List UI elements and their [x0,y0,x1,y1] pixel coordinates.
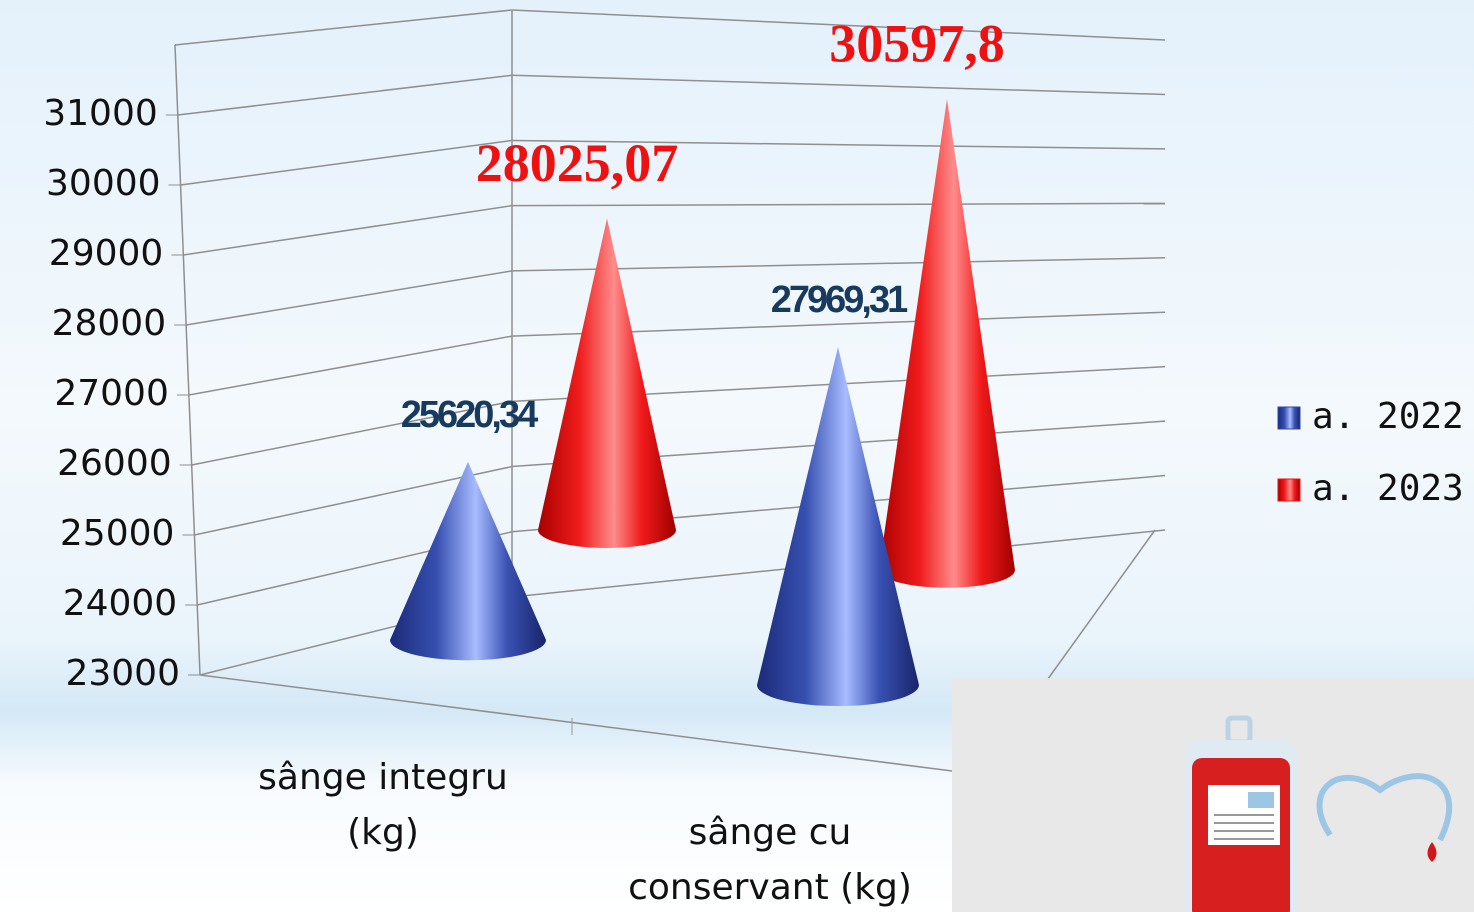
grid-line [511,139,1166,150]
decor-picture [952,678,1474,912]
grid-line [180,139,513,186]
grid-line [511,74,1166,96]
y-tick-label: 23000 [65,653,180,694]
legend-label: a. 2022 [1312,396,1464,437]
category-label: sânge cu conservant (kg) [628,812,912,908]
y-tick-label: 27000 [54,373,169,414]
legend-swatch [1277,478,1301,502]
data-label: 27969,31 [771,279,908,321]
data-label: 25620,34 [401,394,538,436]
y-tick-label: 31000 [43,93,158,134]
data-label: 28025,07 [476,133,679,193]
y-tick-label: 25000 [60,513,175,554]
floor-edge [1039,529,1156,691]
grid-line [188,335,513,396]
grid-line [177,74,513,116]
plot: 23000 24000 25000 26000 27000 28000 29000 30000… [43,9,1464,773]
y-tick-label: 30000 [46,163,161,204]
legend-label: a. 2023 [1312,468,1464,509]
grid-line [185,270,513,326]
grid-line [511,202,1166,207]
y-tick-label: 29000 [49,233,164,274]
data-label: 30597,8 [829,13,1005,73]
y-tick-label: 26000 [57,443,172,484]
cone [390,461,546,661]
cone [757,347,919,707]
cone [879,98,1015,588]
cone [538,218,676,548]
grid-line [511,257,1166,272]
legend-swatch [1277,406,1301,430]
grid-line [174,9,513,46]
category-label: sânge integru (kg) [258,757,508,853]
grid-line [511,9,1166,41]
y-tick-label: 28000 [52,303,167,344]
grid-line [191,400,513,466]
axis-line [174,44,201,676]
y-tick-label: 24000 [63,583,178,624]
floor-edge [199,674,961,773]
grid-line [183,204,513,256]
grid-line [194,465,513,536]
